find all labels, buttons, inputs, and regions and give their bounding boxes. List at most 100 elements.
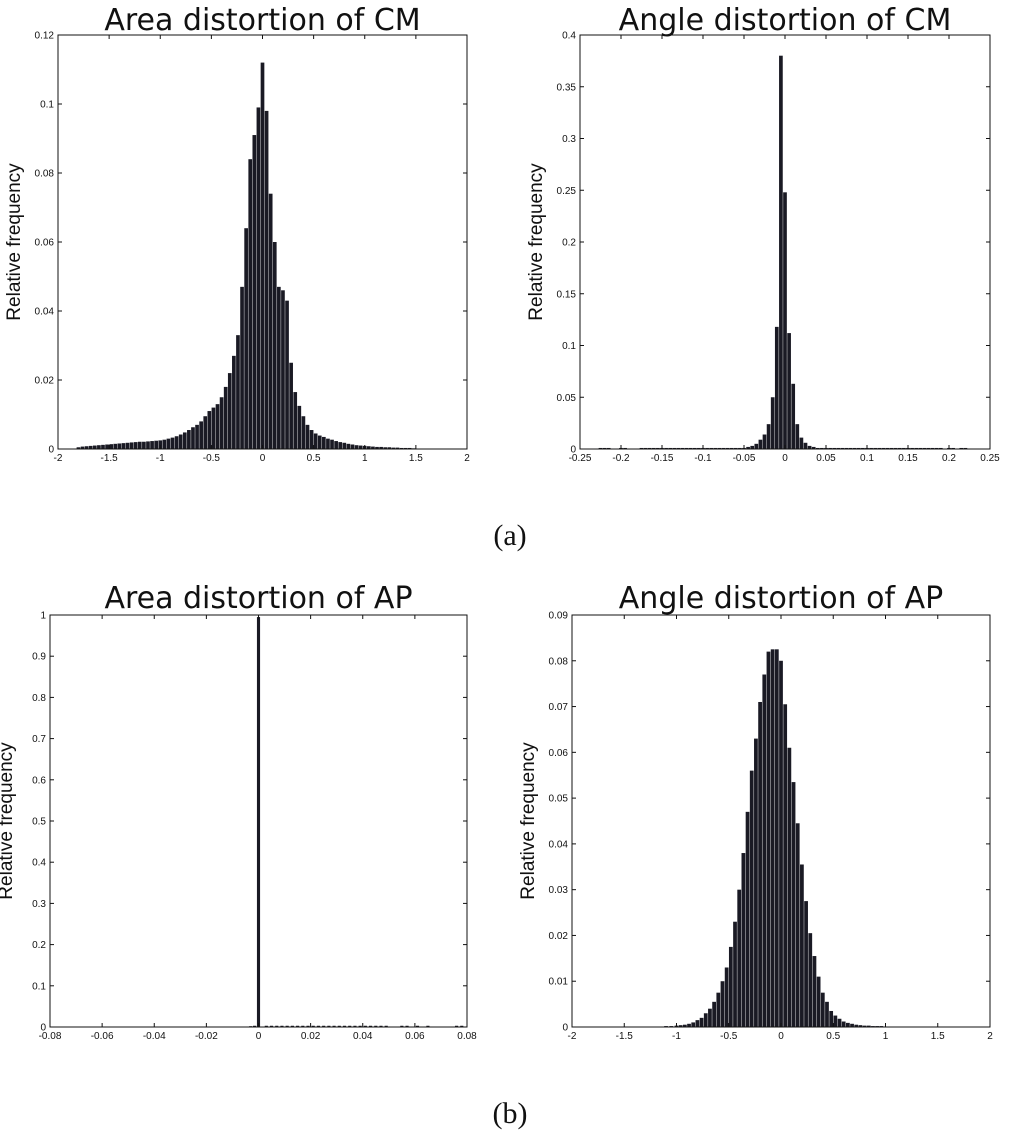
histogram-bar [268,193,273,449]
histogram-bar [219,397,224,449]
histogram-bar [203,416,208,449]
histogram-bar [289,362,293,449]
histogram-bar [688,447,693,449]
histogram-bar [820,447,824,449]
histogram-bar [828,447,832,449]
y-tick-label: 0.15 [557,289,577,300]
histogram-bar [758,701,762,1027]
histogram-bar [902,447,906,449]
histogram-bar [787,747,792,1027]
histogram-bar [837,1018,842,1027]
y-tick-label: 0.08 [35,169,55,180]
histogram-bar [384,1025,388,1027]
histogram-bar [682,1024,687,1027]
histogram-bar [290,1025,294,1027]
histogram-bar [741,853,746,1027]
histogram-bar [253,1025,257,1027]
histogram-bar [121,443,126,449]
histogram-bar [770,649,775,1027]
histogram-bar [869,447,873,449]
histogram-bar [281,290,285,449]
histogram-bar [371,446,375,449]
y-tick-label: 0 [40,1023,46,1034]
histogram-bar [676,447,681,449]
y-tick-label: 0.3 [32,899,46,910]
histogram-bar [301,1025,305,1027]
histogram-bar [109,444,114,449]
histogram-bar [367,446,371,449]
histogram-bar [746,446,750,449]
histogram-bar [426,1025,430,1027]
histogram-bar [166,438,171,449]
y-tick-label: 0 [570,445,576,456]
histogram-bar [252,135,257,450]
histogram-bar [354,445,359,449]
histogram-bar [783,704,788,1027]
histogram-bar [733,447,738,449]
histogram-bar [684,447,689,449]
histogram-bar [154,440,158,449]
chart-angle-distortion-ap: Angle distortion of AP Relative frequency… [518,581,993,1042]
histogram-bar [832,447,837,449]
chart-title: Angle distortion of CM [619,3,952,38]
chart-area-distortion-ap: Area distortion of AP Relative frequency -… [0,581,477,1042]
histogram-bar [322,1025,326,1027]
histogram-bar [113,443,118,449]
x-tick-label: 1.5 [931,1031,945,1042]
histogram-bar [174,436,179,449]
x-tick-label: 1 [362,453,368,464]
histogram-bar [721,447,726,449]
histogram-bar [346,443,351,449]
histogram-bar [326,438,330,449]
histogram-bar [306,1025,310,1027]
histogram-bar [387,447,392,449]
x-tick-label: 0.5 [826,1031,840,1042]
histogram-bar [330,439,334,449]
histogram-bar [105,444,109,449]
histogram-bar [762,434,767,449]
histogram-bar [309,430,314,449]
y-tick-label: 0.12 [35,31,55,42]
y-tick-label: 0.6 [32,775,46,786]
histogram-bar [754,738,758,1027]
histogram-bar [248,159,253,449]
histogram-bar [256,617,261,1027]
histogram-bar [162,439,167,449]
histogram-bar [668,447,673,449]
histogram-bar [745,811,750,1027]
histogram-bar [678,1025,683,1027]
histogram-bar [399,447,404,449]
histogram-bar [695,1020,700,1027]
histogram-bar [754,443,759,449]
histogram-bar [277,286,281,449]
histogram-bar [862,1025,867,1027]
histogram-bar [405,1025,409,1027]
histogram-bar [269,1025,274,1027]
y-tick-label: 0.25 [557,186,577,197]
histogram-bar [963,447,968,449]
histogram-bar [749,770,754,1027]
histogram-bar [733,921,737,1027]
histogram-bar [844,447,849,449]
y-tick-label: 0.4 [32,858,46,869]
histogram-bar [799,437,804,449]
chart-title: Area distortion of CM [104,3,420,38]
histogram-bar [829,1010,834,1027]
histogram-bar [804,901,808,1027]
histogram-bar [293,392,298,449]
y-tick-label: 0.09 [549,611,569,622]
histogram-bar [227,373,232,449]
y-tick-label: 0 [562,1023,568,1034]
histogram-bar [709,447,714,449]
histogram-bar [951,447,955,449]
histogram-bar [833,1015,838,1027]
histogram-bar [187,430,191,449]
histogram-bar [332,1025,336,1027]
chart-title: Angle distortion of AP [619,581,943,616]
histogram-bar [350,444,355,449]
y-tick-label: 0.2 [32,940,46,951]
x-tick-label: 0.5 [307,453,321,464]
histogram-bar [885,447,890,449]
histogram-bar [926,447,931,449]
histogram-bar [158,440,163,450]
